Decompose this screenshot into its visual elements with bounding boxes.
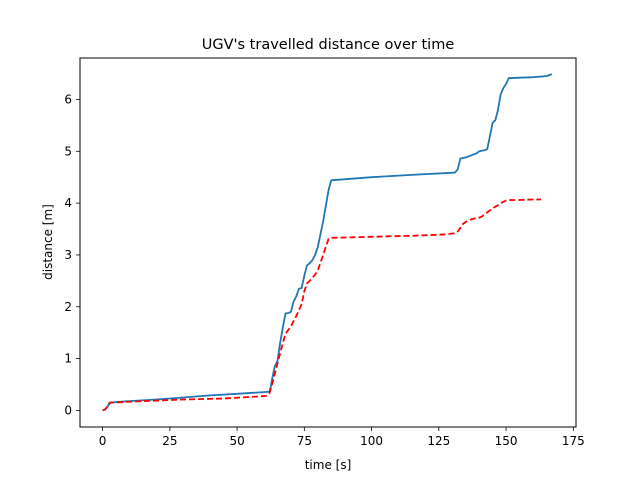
x-tick-label: 0 [99, 434, 107, 448]
y-tick-label: 5 [64, 144, 72, 158]
x-tick-label: 125 [427, 434, 450, 448]
x-axis-label: time [s] [305, 458, 352, 472]
y-tick-label: 2 [64, 300, 72, 314]
y-tick-label: 1 [64, 352, 72, 366]
x-tick-label: 75 [297, 434, 312, 448]
y-tick-label: 3 [64, 248, 72, 262]
x-tick-label: 100 [360, 434, 383, 448]
y-tick-label: 6 [64, 92, 72, 106]
series-layer [102, 73, 553, 412]
y-tick-label: 0 [64, 403, 72, 417]
x-tick-label: 50 [229, 434, 244, 448]
x-tick-label: 25 [162, 434, 177, 448]
y-axis: 0 1 2 3 4 5 6 [64, 92, 80, 417]
x-tick-label: 150 [495, 434, 518, 448]
y-tick-label: 4 [64, 196, 72, 210]
x-axis: 0 25 50 75 100 125 150 175 [99, 427, 585, 448]
y-axis-label: distance [m] [41, 204, 55, 280]
series-line-2 [102, 198, 542, 412]
x-tick-label: 175 [562, 434, 585, 448]
chart-title: UGV's travelled distance over time [202, 37, 455, 53]
axes-frame [79, 57, 577, 428]
